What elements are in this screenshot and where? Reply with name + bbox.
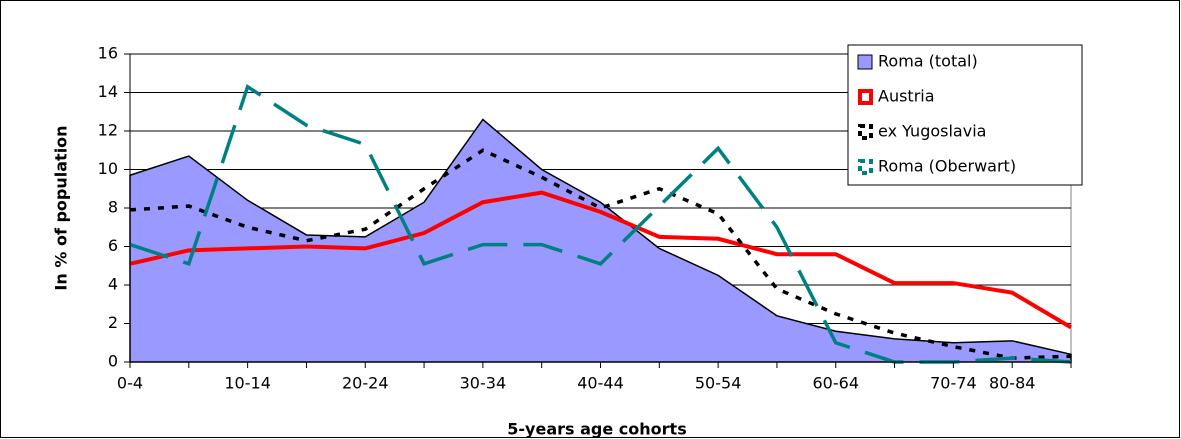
y-tick-label: 14 xyxy=(98,82,118,101)
legend-label: Roma (total) xyxy=(878,52,978,71)
x-tick-label: 10-14 xyxy=(224,374,271,393)
x-tick-label: 30-34 xyxy=(460,374,507,393)
y-tick-label: 12 xyxy=(98,121,118,140)
legend-label: Austria xyxy=(878,87,935,106)
y-axis-title: In % of population xyxy=(52,125,71,290)
legend-swatch xyxy=(858,124,873,140)
area xyxy=(129,118,1072,363)
x-tick-label: 70-74 xyxy=(930,374,977,393)
y-tick-label: 10 xyxy=(98,159,118,178)
line xyxy=(129,190,1073,330)
legend-label: ex Yugoslavia xyxy=(878,122,986,141)
legend-label: Roma (Oberwart) xyxy=(878,157,1016,176)
x-tick-label: 0-4 xyxy=(117,374,143,393)
x-tick-label: 50-54 xyxy=(695,374,742,393)
y-tick-label: 16 xyxy=(98,44,118,63)
x-tick-label: 60-64 xyxy=(813,374,860,393)
x-tick-label: 80-84 xyxy=(989,374,1036,393)
legend-swatch xyxy=(857,54,873,70)
legend-swatch xyxy=(858,159,873,175)
legend-box xyxy=(847,44,1083,186)
y-tick-label: 8 xyxy=(108,198,118,217)
x-tick-label: 40-44 xyxy=(577,374,624,393)
y-tick-label: 6 xyxy=(108,236,118,255)
line xyxy=(129,84,1072,364)
x-tick-label: 20-24 xyxy=(342,374,389,393)
y-tick-label: 4 xyxy=(108,275,118,294)
x-axis-title: 5-years age cohorts xyxy=(507,420,686,439)
y-tick-label: 0 xyxy=(108,352,118,371)
legend-swatch xyxy=(858,89,873,105)
y-tick-label: 2 xyxy=(108,313,118,332)
